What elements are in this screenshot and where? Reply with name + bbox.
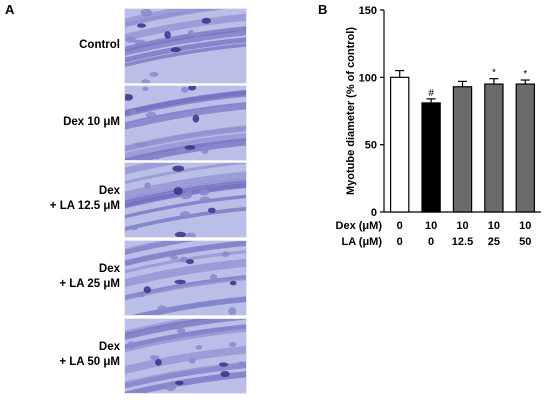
row-label-line: + LA 50 μM	[59, 356, 120, 368]
row-label: Dex + LA 25 μM	[20, 262, 120, 292]
significance-marker: #	[428, 88, 434, 99]
condition-value: 12.5	[452, 236, 473, 248]
micrograph-image	[124, 240, 247, 316]
bar	[515, 83, 536, 213]
row-label-line: Dex	[98, 341, 120, 353]
condition-value: 0	[397, 236, 403, 248]
panel-b-letter: B	[318, 2, 328, 17]
significance-marker: *	[523, 69, 527, 80]
row-label-line: Control	[79, 38, 120, 51]
bar	[484, 83, 504, 213]
row-label-line: Dex	[98, 185, 120, 197]
y-axis-label: Myotube diameter (% of control)	[345, 27, 357, 195]
row-label: Control	[20, 38, 120, 53]
condition-row-label: Dex (μM)	[336, 220, 383, 232]
condition-value: 10	[488, 220, 500, 232]
y-tick-label: 0	[371, 207, 377, 219]
y-tick-label: 50	[365, 140, 377, 152]
bar	[421, 102, 441, 213]
condition-value: 0	[397, 220, 403, 232]
row-label-line: Dex	[98, 263, 120, 275]
condition-value: 10	[456, 220, 468, 232]
micrograph-image	[124, 8, 247, 84]
significance-marker: *	[492, 68, 496, 79]
y-tick-label: 100	[359, 72, 377, 84]
micrograph-image	[124, 85, 247, 161]
condition-row-label: LA (μM)	[341, 236, 382, 248]
row-label-line: + LA 25 μM	[59, 278, 120, 290]
bar	[389, 76, 410, 213]
condition-value: 10	[425, 220, 437, 232]
y-tick-label: 150	[359, 5, 377, 17]
bar	[452, 86, 473, 213]
row-label: Dex + LA 50 μM	[20, 340, 120, 370]
row-label-line: Dex 10 μM	[63, 115, 120, 128]
condition-value: 50	[519, 236, 531, 248]
micrograph-image	[124, 162, 247, 238]
micrograph-image	[124, 318, 247, 394]
panel-a-letter: A	[5, 2, 15, 17]
row-label-line: + LA 12.5 μM	[49, 200, 120, 212]
row-label: Dex 10 μM	[20, 115, 120, 130]
condition-value: 25	[488, 236, 500, 248]
condition-value: 10	[519, 220, 531, 232]
condition-value: 0	[428, 236, 434, 248]
row-label: Dex + LA 12.5 μM	[20, 184, 120, 214]
